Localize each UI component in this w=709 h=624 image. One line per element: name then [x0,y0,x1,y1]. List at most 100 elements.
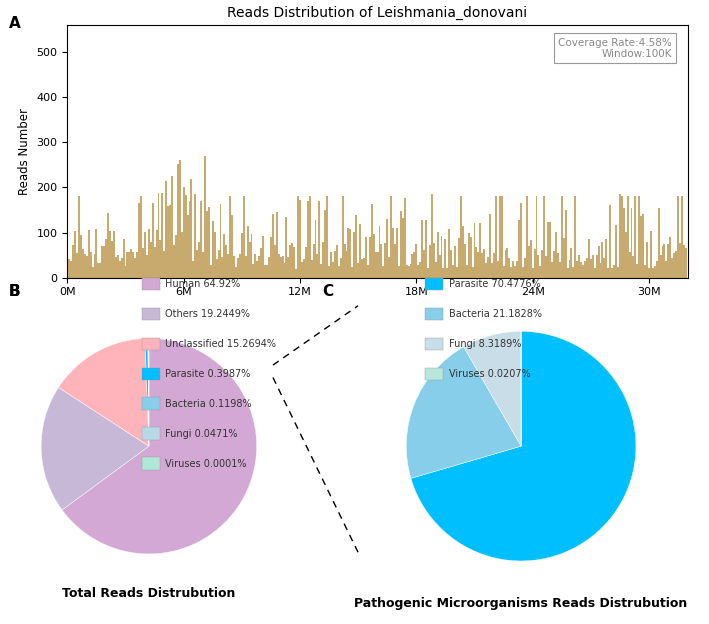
Bar [650,231,652,278]
Bar [667,244,669,278]
Bar [413,253,415,278]
Bar [332,262,334,278]
Wedge shape [411,331,636,561]
Bar [86,256,88,278]
Bar [476,247,477,278]
Bar [249,242,250,278]
Bar [493,253,495,278]
Bar [274,245,276,278]
Bar [677,197,679,278]
Bar [460,197,462,278]
Bar [258,256,260,278]
Bar [279,258,281,278]
Bar [664,244,666,278]
Bar [535,197,537,278]
Bar [138,203,140,278]
Bar [376,251,379,278]
Bar [345,251,347,278]
Bar [484,250,485,278]
Bar [588,239,590,278]
Bar [78,197,80,278]
Wedge shape [59,338,149,446]
Bar [675,251,677,278]
Bar [295,268,297,278]
Bar [262,236,264,278]
Bar [630,208,632,278]
Bar [126,252,128,278]
Bar [241,233,242,278]
Bar [679,243,681,278]
Bar [466,265,468,278]
Bar [574,197,576,278]
Bar [658,208,659,278]
Bar [537,255,540,278]
Bar [299,200,301,278]
Bar [144,232,146,278]
Bar [163,251,165,278]
Bar [301,262,303,278]
Bar [289,245,291,278]
Text: Viruses 0.0207%: Viruses 0.0207% [449,369,530,379]
Bar [344,244,345,278]
Bar [503,266,505,278]
Bar [216,259,218,278]
Bar [286,217,287,278]
Bar [592,255,593,278]
Bar [189,201,191,278]
Wedge shape [464,331,521,446]
Bar [353,233,355,278]
Bar [390,197,392,278]
Bar [398,266,400,278]
Bar [497,261,498,278]
Bar [553,251,555,278]
Bar [485,263,487,278]
Text: Bacteria 0.1198%: Bacteria 0.1198% [165,399,252,409]
Bar [169,205,171,278]
Bar [598,246,600,278]
Bar [196,250,199,278]
Bar [617,267,619,278]
Bar [115,257,117,278]
Text: C: C [323,284,334,299]
Bar [580,261,582,278]
Bar [432,243,435,278]
Bar [307,200,308,278]
Bar [582,265,584,278]
Bar [685,248,687,278]
Bar [615,225,617,278]
Bar [555,232,557,278]
Bar [456,266,458,278]
Bar [208,207,210,278]
Bar [547,222,549,278]
Bar [221,257,223,278]
Bar [315,220,316,278]
Bar [294,247,295,278]
Text: B: B [9,284,20,299]
Bar [572,266,574,278]
Bar [402,218,403,278]
Bar [445,239,447,278]
Bar [532,268,534,278]
Bar [559,263,561,278]
Bar [439,255,440,278]
Bar [121,258,123,278]
Bar [418,265,419,278]
Bar [627,197,629,278]
Bar [487,257,489,278]
Bar [311,260,313,278]
Bar [435,262,437,278]
Bar [411,254,413,278]
Bar [656,261,658,278]
Bar [425,220,427,278]
Bar [542,250,543,278]
Bar [654,266,656,278]
Bar [229,197,231,278]
Bar [313,244,315,278]
Bar [200,201,202,278]
Bar [152,203,154,278]
Bar [389,256,390,278]
Bar [659,255,661,278]
Bar [272,213,274,278]
Bar [99,263,101,278]
Bar [167,206,169,278]
